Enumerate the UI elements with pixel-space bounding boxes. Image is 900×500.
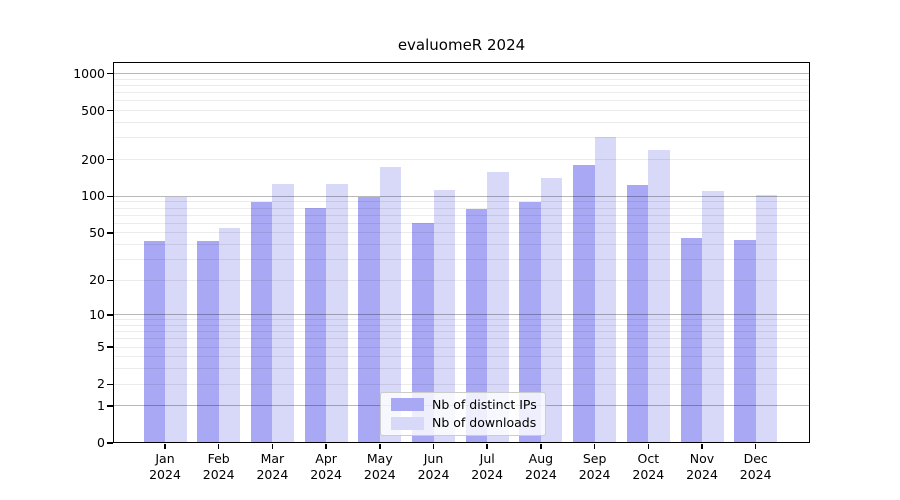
- bar-distinct-ips-apr: [304, 208, 327, 443]
- y-tick-mark-20: [107, 279, 113, 281]
- bar-downloads-jul: [487, 172, 509, 443]
- x-tick-mark-jan: [164, 444, 166, 449]
- x-tick-mark-oct: [647, 444, 650, 449]
- bar-downloads-jan: [165, 197, 187, 443]
- y-tick-mark-0: [107, 442, 113, 444]
- bar-distinct-ips-dec: [734, 239, 756, 443]
- y-tick-mark-1: [107, 405, 113, 407]
- y-tick-label-2: 2: [97, 376, 105, 392]
- bar-downloads-oct: [648, 149, 670, 443]
- bar-distinct-ips-mar: [250, 201, 273, 443]
- bar-distinct-ips-jun: [412, 223, 434, 443]
- bar-downloads-jun: [433, 189, 455, 443]
- bar-downloads-feb: [218, 227, 241, 443]
- y-tick-mark-50: [107, 232, 113, 234]
- bar-distinct-ips-aug: [519, 202, 541, 443]
- x-tick-mark-nov: [701, 444, 703, 449]
- y-tick-mark-2: [107, 383, 113, 386]
- bar-downloads-aug: [540, 178, 563, 443]
- x-tick-mark-may: [379, 444, 381, 449]
- y-tick-mark-200: [107, 158, 113, 161]
- y-tick-label-20: 20: [89, 272, 105, 288]
- bars-layer: [113, 62, 810, 443]
- y-tick-label-200: 200: [81, 151, 105, 167]
- y-tick-mark-10: [107, 314, 113, 316]
- y-tick-mark-1000: [107, 72, 113, 75]
- y-tick-mark-5: [107, 346, 113, 348]
- x-tick-label-dec: Dec 2024: [739, 451, 772, 482]
- x-tick-label-nov: Nov 2024: [686, 451, 718, 482]
- legend-swatch-distinct-ips: [391, 398, 424, 412]
- x-tick-mark-aug: [540, 444, 542, 449]
- y-tick-label-50: 50: [89, 224, 105, 240]
- y-tick-label-1000: 1000: [73, 65, 105, 81]
- x-tick-mark-jun: [432, 444, 435, 449]
- bar-downloads-sep: [594, 137, 617, 443]
- bar-distinct-ips-jul: [465, 209, 488, 443]
- x-tick-label-aug: Aug 2024: [524, 451, 557, 482]
- y-tick-label-0: 0: [97, 435, 105, 450]
- y-tick-mark-500: [107, 109, 113, 112]
- bar-distinct-ips-may: [358, 196, 380, 443]
- x-tick-mark-apr: [325, 444, 327, 449]
- bar-distinct-ips-oct: [626, 185, 649, 443]
- legend-swatch-downloads: [391, 416, 424, 430]
- x-tick-mark-mar: [271, 444, 274, 449]
- y-tick-mark-100: [107, 195, 113, 198]
- chart-title: evaluomeR 2024: [397, 36, 526, 54]
- legend-row-distinct-ips: Nb of distinct IPs: [381, 396, 545, 412]
- x-tick-label-feb: Feb 2024: [202, 451, 235, 482]
- plot-area: [113, 62, 810, 443]
- legend-row-downloads: Nb of downloads: [381, 416, 545, 430]
- x-tick-mark-feb: [217, 444, 220, 449]
- bar-distinct-ips-jan: [143, 240, 165, 443]
- y-tick-label-10: 10: [89, 306, 105, 322]
- y-tick-label-5: 5: [97, 339, 105, 355]
- bar-downloads-dec: [755, 194, 778, 443]
- y-tick-label-500: 500: [81, 102, 105, 118]
- x-tick-label-sep: Sep 2024: [578, 451, 611, 482]
- bar-downloads-apr: [326, 184, 348, 443]
- x-tick-label-jun: Jun 2024: [417, 451, 450, 482]
- x-tick-label-oct: Oct 2024: [632, 451, 665, 482]
- y-tick-label-1: 1: [97, 397, 105, 413]
- y-tick-label-100: 100: [81, 188, 105, 204]
- x-tick-label-jul: Jul 2024: [471, 451, 504, 482]
- x-tick-label-mar: Mar 2024: [256, 451, 289, 482]
- bar-distinct-ips-sep: [573, 164, 595, 443]
- bar-distinct-ips-nov: [680, 238, 702, 443]
- x-tick-mark-jul: [486, 444, 488, 449]
- x-tick-label-apr: Apr 2024: [310, 451, 342, 482]
- bar-downloads-nov: [702, 190, 724, 443]
- legend-label-distinct-ips: Nb of distinct IPs: [432, 396, 537, 412]
- bar-distinct-ips-feb: [197, 240, 219, 443]
- bar-downloads-mar: [272, 183, 294, 443]
- x-tick-label-may: May 2024: [363, 451, 396, 482]
- x-tick-mark-sep: [593, 444, 596, 449]
- x-tick-label-jan: Jan 2024: [149, 451, 181, 482]
- x-tick-mark-dec: [754, 444, 757, 449]
- legend: Nb of distinct IPs Nb of downloads: [380, 392, 546, 436]
- bar-downloads-may: [379, 166, 402, 443]
- legend-label-downloads: Nb of downloads: [432, 415, 537, 431]
